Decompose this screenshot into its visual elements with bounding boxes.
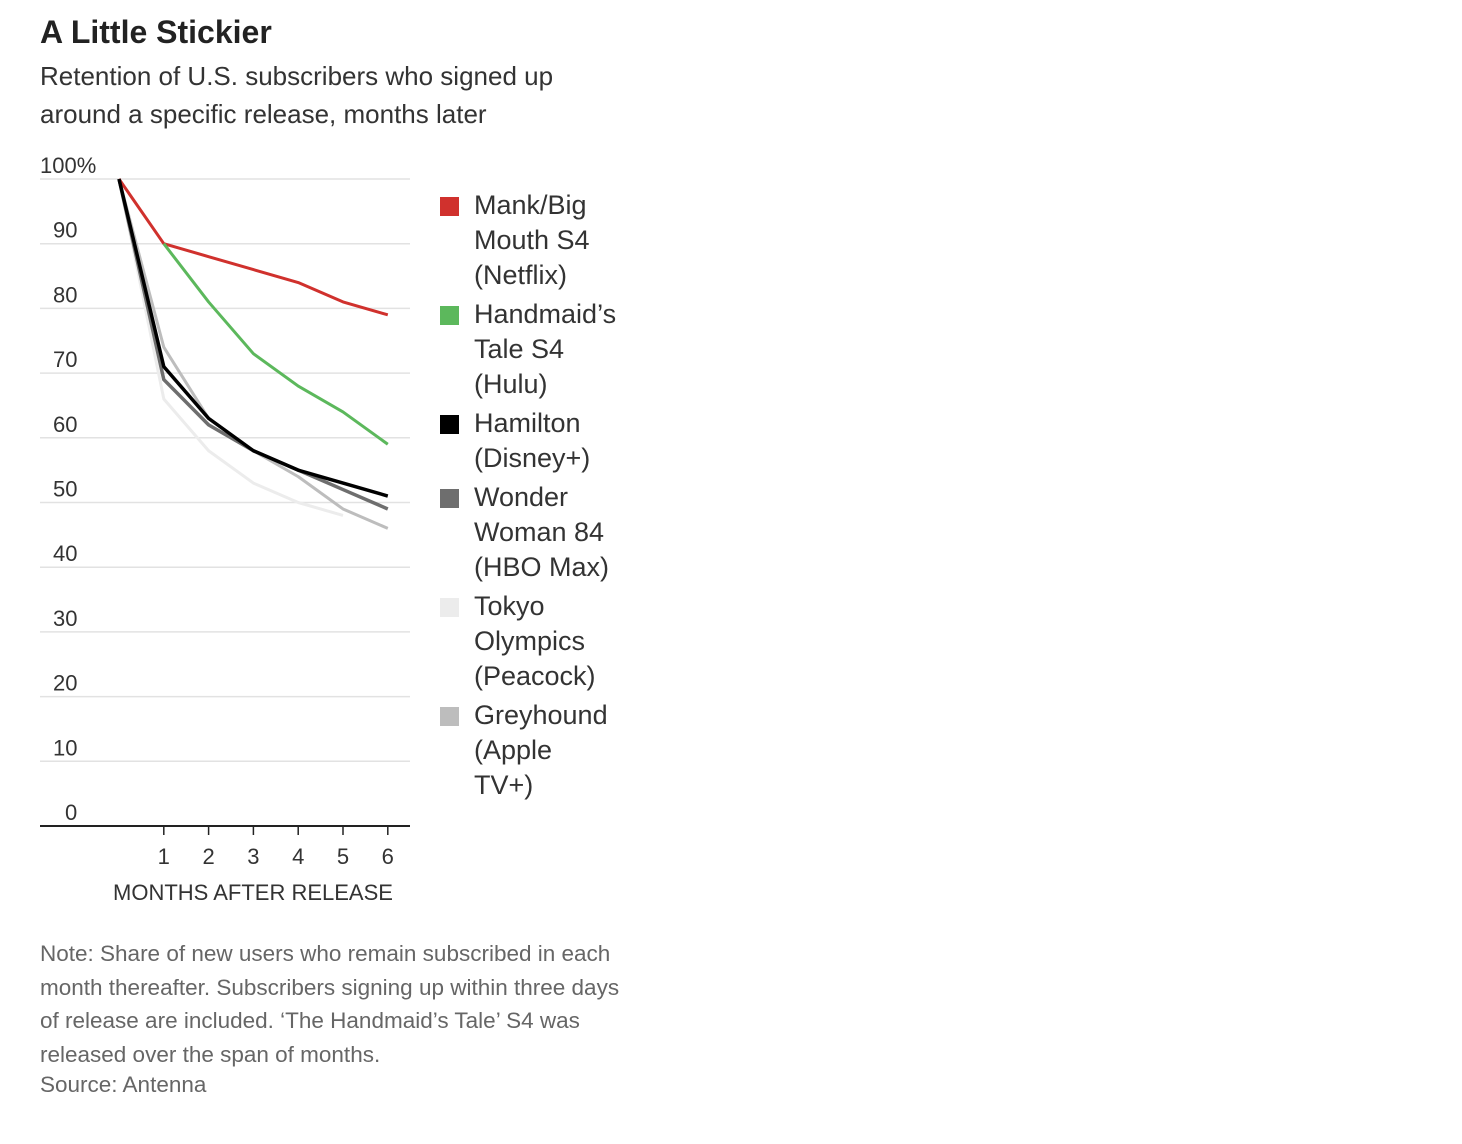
series-line-0 (117, 178, 389, 317)
chart-title: A Little Stickier (40, 14, 272, 50)
legend-label: Tokyo Olympics (Peacock) (474, 591, 596, 691)
legend-swatch (440, 707, 459, 726)
legend-item: Tokyo Olympics (Peacock) (440, 589, 640, 694)
legend-swatch (440, 306, 459, 325)
y-tick-label: 0 (65, 800, 77, 825)
x-tick-label: 1 (158, 844, 170, 869)
legend-swatch (440, 489, 459, 508)
legend-item: Wonder Woman 84 (HBO Max) (440, 480, 640, 585)
legend-item: Mank/Big Mouth S4 (Netflix) (440, 188, 640, 293)
y-tick-label: 10 (53, 735, 77, 760)
source: Source: Antenna (40, 1072, 207, 1097)
legend-label: Greyhound (Apple TV+) (474, 700, 608, 800)
legend-swatch (440, 415, 459, 434)
line-chart: 100% 90 80 70 60 50 40 30 20 10 0 1 2 3 4 5 6 MONTHS AFTE… (40, 153, 410, 905)
legend-item: Handmaid’s Tale S4 (Hulu) (440, 297, 640, 402)
x-tick-label: 5 (337, 844, 349, 869)
legend-label: Hamilton (Disney+) (474, 408, 591, 473)
x-axis-label: MONTHS AFTER RELEASE (113, 880, 393, 905)
series-line-2 (117, 178, 389, 498)
legend-label: Mank/Big Mouth S4 (Netflix) (474, 190, 590, 290)
y-tick-label: 70 (53, 347, 77, 372)
y-tick-label: 60 (53, 412, 77, 437)
legend: Mank/Big Mouth S4 (Netflix) Handmaid’s Tale … (440, 188, 640, 807)
y-tick-label: 80 (53, 282, 77, 307)
note: Note: Share of new users who remain subs… (40, 941, 620, 1067)
x-tick-label: 4 (292, 844, 304, 869)
series-line-4 (117, 178, 344, 517)
y-tick-label: 50 (53, 477, 77, 502)
legend-label: Wonder Woman 84 (HBO Max) (474, 482, 609, 582)
legend-item: Greyhound (Apple TV+) (440, 698, 640, 803)
y-tick-label: 100% (40, 153, 96, 178)
chart-subtitle: Retention of U.S. subscribers who signed… (40, 61, 554, 129)
x-tick-label: 3 (247, 844, 259, 869)
y-tick-label: 40 (53, 541, 77, 566)
x-tick-label: 6 (382, 844, 394, 869)
y-tick-label: 20 (53, 671, 77, 696)
legend-swatch (440, 197, 459, 216)
y-tick-label: 90 (53, 218, 77, 243)
series-line-1 (162, 242, 389, 446)
legend-item: Hamilton (Disney+) (440, 406, 640, 476)
legend-label: Handmaid’s Tale S4 (Hulu) (474, 299, 617, 399)
x-tick-label: 2 (202, 844, 214, 869)
legend-swatch (440, 598, 459, 617)
y-tick-label: 30 (53, 606, 77, 631)
